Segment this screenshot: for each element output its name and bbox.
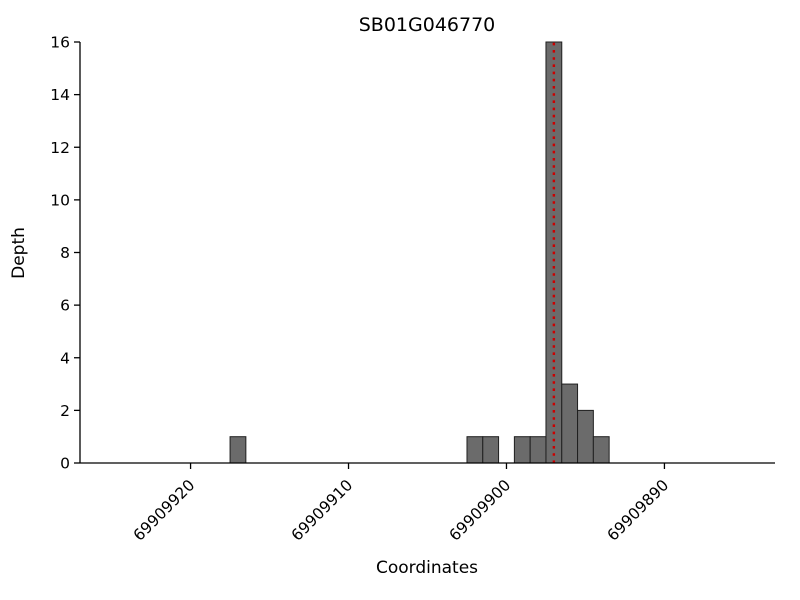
x-tick-label: 69909910 bbox=[288, 476, 357, 545]
y-axis-label: Depth bbox=[9, 227, 29, 279]
y-tick-label: 4 bbox=[60, 349, 70, 367]
y-tick-label: 14 bbox=[50, 86, 70, 104]
x-tick-label: 69909900 bbox=[446, 476, 515, 545]
x-tick-label: 69909890 bbox=[604, 476, 673, 545]
depth-bar bbox=[513, 436, 531, 464]
depth-bar bbox=[229, 436, 247, 464]
depth-bar bbox=[466, 436, 484, 464]
x-axis-label: Coordinates bbox=[376, 558, 478, 578]
y-tick-label: 8 bbox=[60, 244, 70, 262]
x-tick-label: 69909920 bbox=[130, 476, 199, 545]
y-tick-label: 10 bbox=[50, 191, 70, 209]
depth-bar bbox=[592, 436, 610, 464]
y-tick-label: 12 bbox=[50, 139, 70, 157]
chart-title: SB01G046770 bbox=[359, 14, 496, 36]
y-tick-label: 2 bbox=[60, 402, 70, 420]
depth-bar bbox=[529, 436, 547, 464]
depth-bar bbox=[482, 436, 500, 464]
depth-bar bbox=[561, 383, 579, 464]
depth-bar bbox=[577, 409, 594, 464]
y-tick-label: 0 bbox=[60, 455, 70, 473]
y-tick-label: 16 bbox=[50, 34, 70, 52]
y-tick-label: 6 bbox=[60, 297, 70, 315]
